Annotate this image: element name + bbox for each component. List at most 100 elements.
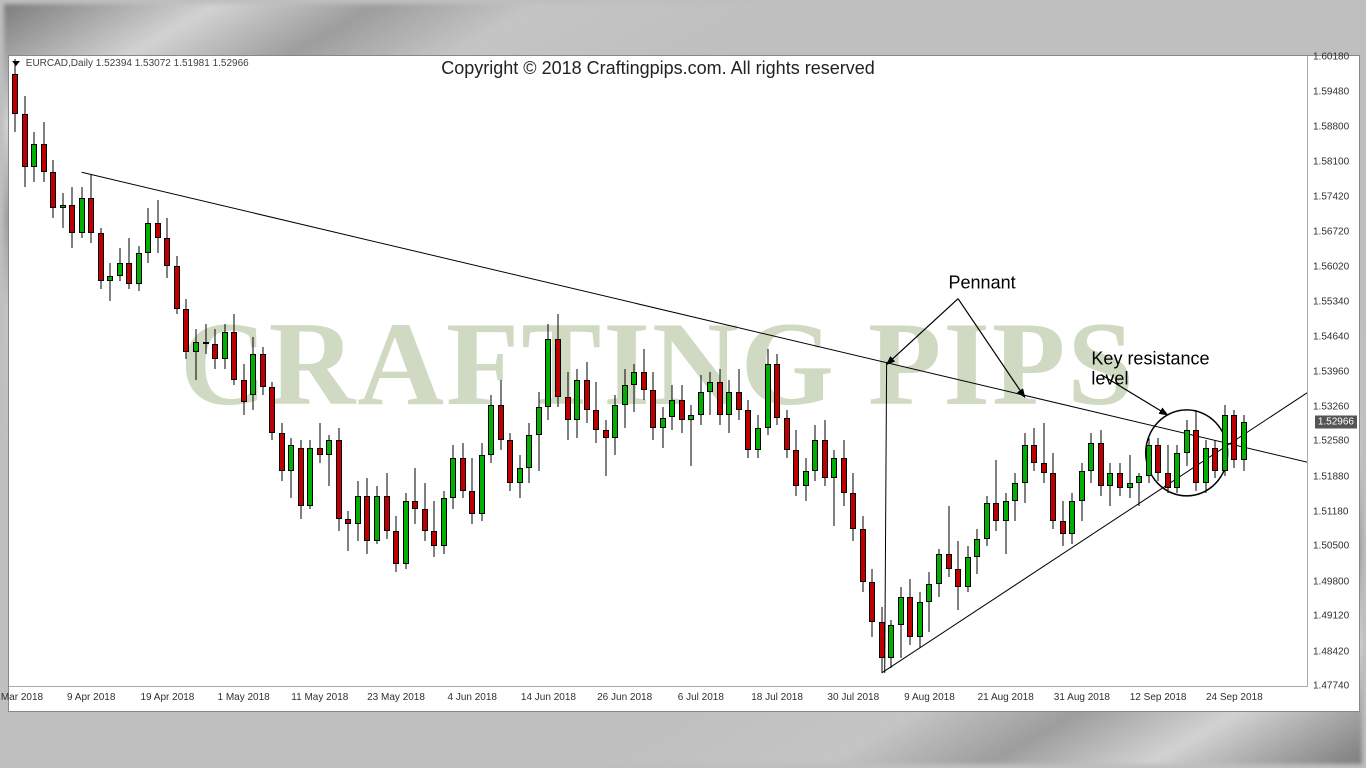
candle [1003, 493, 1009, 554]
x-tick-label: 31 Aug 2018 [1054, 692, 1110, 703]
y-tick-label: 1.51880 [1313, 471, 1349, 482]
y-tick-label: 1.54640 [1313, 332, 1349, 343]
candle [50, 160, 56, 218]
x-tick-label: 18 Jul 2018 [751, 692, 803, 703]
candle [1041, 423, 1047, 484]
candle [774, 354, 780, 425]
price-marker: 1.52966 [1315, 415, 1357, 428]
candle [79, 187, 85, 238]
candle [250, 337, 256, 410]
candle [1174, 445, 1180, 493]
candle [736, 369, 742, 420]
candle [545, 324, 551, 420]
symbol-header[interactable]: EURCAD,Daily 1.52394 1.53072 1.51981 1.5… [12, 58, 249, 69]
candle [307, 440, 313, 508]
candle [841, 440, 847, 506]
candle [565, 372, 571, 440]
candle [526, 423, 532, 484]
candle [479, 443, 485, 521]
candle [584, 362, 590, 423]
x-tick-label: 21 Aug 2018 [978, 692, 1034, 703]
candle [926, 572, 932, 633]
candle [364, 478, 370, 554]
candle [1165, 445, 1171, 493]
candle [107, 263, 113, 301]
annotation-label: level [1091, 368, 1128, 388]
candle [193, 329, 199, 380]
y-tick-label: 1.47740 [1313, 681, 1349, 692]
candle [517, 455, 523, 498]
y-axis: 1.477401.484201.491201.498001.505001.511… [1309, 56, 1359, 686]
candle [755, 415, 761, 458]
x-tick-label: 9 Apr 2018 [67, 692, 115, 703]
candle [145, 208, 151, 264]
y-tick-label: 1.48420 [1313, 646, 1349, 657]
x-tick-label: 19 Apr 2018 [140, 692, 194, 703]
candle [22, 96, 28, 187]
overlay-lines: PennantKey resistancelevel [9, 56, 1307, 686]
y-tick-label: 1.53960 [1313, 366, 1349, 377]
candle [555, 314, 561, 408]
candle [574, 369, 580, 437]
x-axis: 28 Mar 20189 Apr 201819 Apr 20181 May 20… [9, 687, 1307, 711]
candle [1079, 463, 1085, 521]
candle [1184, 420, 1190, 466]
candle [831, 450, 837, 526]
candle [69, 187, 75, 248]
candle [888, 620, 894, 668]
symbol-label: EURCAD,Daily 1.52394 1.53072 1.51981 1.5… [26, 58, 249, 69]
y-tick-label: 1.58800 [1313, 121, 1349, 132]
y-tick-label: 1.50500 [1313, 541, 1349, 552]
watermark: CRAFTING PIPS [180, 295, 1136, 433]
candle [393, 516, 399, 572]
x-tick-label: 11 May 2018 [291, 692, 348, 703]
candle [622, 369, 628, 427]
x-tick-label: 30 Jul 2018 [827, 692, 879, 703]
candle [98, 228, 104, 289]
annotation-label: Pennant [949, 273, 1016, 293]
x-tick-label: 4 Jun 2018 [447, 692, 497, 703]
candle [745, 400, 751, 458]
candle [1022, 433, 1028, 504]
candle [403, 493, 409, 569]
y-tick-label: 1.58100 [1313, 157, 1349, 168]
candle [1193, 410, 1199, 491]
candle [707, 372, 713, 415]
candle [317, 423, 323, 463]
candle [907, 579, 913, 645]
candle [822, 420, 828, 486]
candle [355, 481, 361, 542]
plot-area[interactable]: CRAFTING PIPS EURCAD,Daily 1.52394 1.530… [9, 56, 1308, 687]
candle [88, 175, 94, 243]
candle [60, 193, 66, 228]
candle [869, 569, 875, 637]
y-tick-label: 1.49800 [1313, 576, 1349, 587]
candle [593, 382, 599, 443]
candle [717, 369, 723, 425]
candle [946, 506, 952, 577]
x-tick-label: 9 Aug 2018 [904, 692, 955, 703]
candle [974, 529, 980, 575]
candle [1146, 438, 1152, 484]
candle [936, 549, 942, 597]
candle [126, 238, 132, 289]
copyright-label: Copyright © 2018 Craftingpips.com. All r… [441, 58, 874, 79]
x-tick-label: 26 Jun 2018 [597, 692, 652, 703]
candle [469, 458, 475, 524]
candle [1060, 501, 1066, 547]
y-tick-label: 1.59480 [1313, 87, 1349, 98]
y-tick-label: 1.53260 [1313, 401, 1349, 412]
candle [793, 430, 799, 496]
candle [136, 246, 142, 292]
candle [117, 248, 123, 281]
candle [660, 407, 666, 447]
candle [1031, 428, 1037, 471]
candle [850, 473, 856, 541]
candle [12, 59, 18, 132]
candle [422, 483, 428, 541]
candle [203, 324, 209, 354]
chart-window: CRAFTING PIPS EURCAD,Daily 1.52394 1.530… [8, 55, 1360, 712]
candle [183, 299, 189, 360]
candle [1203, 440, 1209, 493]
y-tick-label: 1.57420 [1313, 191, 1349, 202]
